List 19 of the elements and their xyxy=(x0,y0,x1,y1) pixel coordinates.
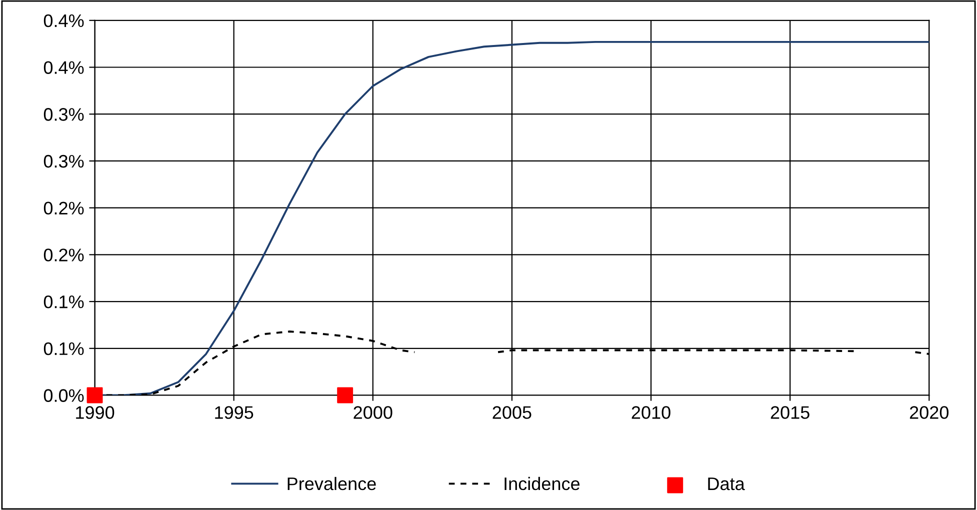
x-tick-label: 1995 xyxy=(215,406,254,419)
y-tick-label: 0.4% xyxy=(44,61,84,74)
x-tick-label: 2000 xyxy=(354,406,392,419)
legend-label: Prevalence xyxy=(288,476,376,490)
x-tick-label: 2020 xyxy=(910,406,949,419)
y-tick-label: 0.0% xyxy=(44,389,84,402)
y-tick-label: 0.4% xyxy=(44,14,84,28)
legend-label: Incidence xyxy=(504,476,580,490)
x-tick-label: 2015 xyxy=(770,406,810,419)
x-tick-label: 2005 xyxy=(492,406,532,419)
y-tick-label: 0.2% xyxy=(44,248,84,262)
y-tick-label: 0.3% xyxy=(44,108,84,121)
x-tick-label: 1990 xyxy=(76,406,114,419)
x-tick-label: 2010 xyxy=(632,406,670,419)
y-tick-label: 0.2% xyxy=(44,202,84,215)
legend-label: Data xyxy=(708,478,745,490)
y-tick-label: 0.1% xyxy=(44,295,84,308)
y-tick-label: 0.3% xyxy=(44,154,84,168)
y-tick-label: 0.1% xyxy=(44,342,84,356)
